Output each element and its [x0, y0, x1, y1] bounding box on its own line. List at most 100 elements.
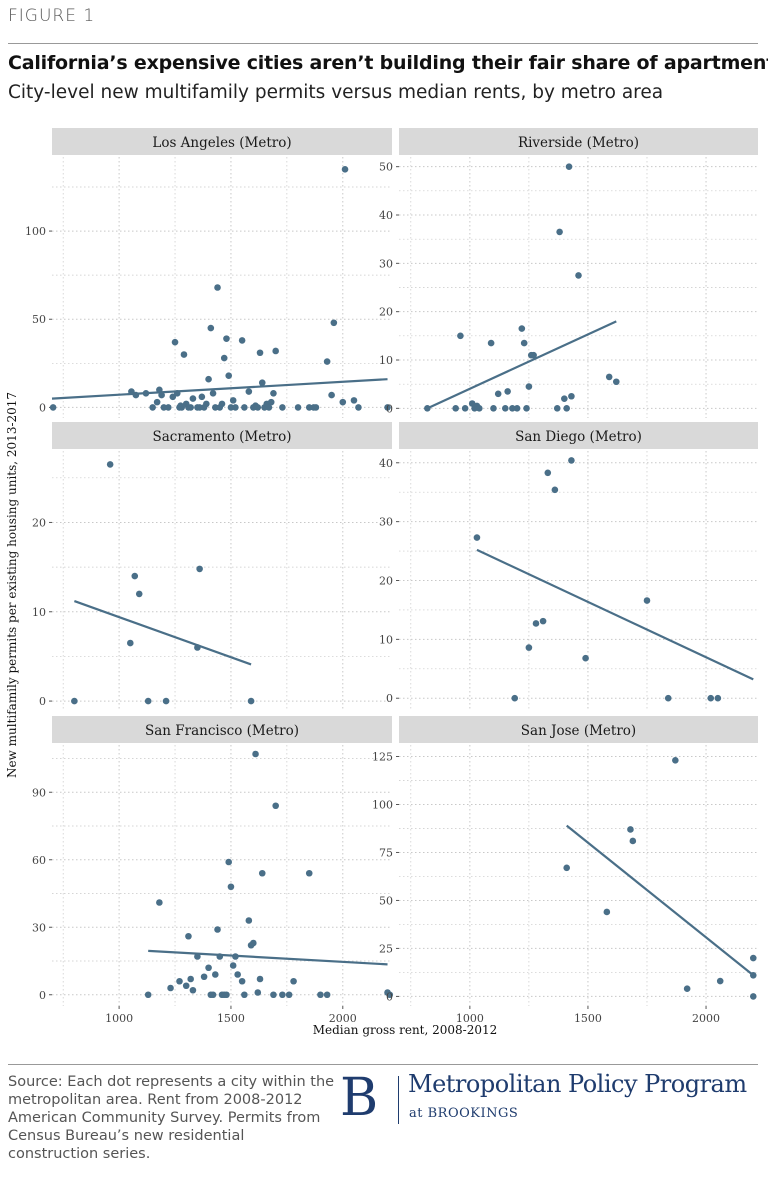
brand-name: Metropolitan Policy Program	[408, 1070, 747, 1098]
data-point	[716, 977, 724, 985]
data-point	[551, 486, 559, 494]
data-point	[683, 985, 691, 993]
y-tick-label: 20	[32, 516, 46, 529]
data-point	[227, 883, 235, 891]
x-tick-label: 1000	[456, 1012, 484, 1025]
data-point	[198, 393, 206, 401]
y-tick-label: 0	[386, 990, 393, 1003]
footer-rule	[8, 1064, 758, 1065]
panel-title-san-diego-metro: San Diego (Metro)	[515, 429, 642, 445]
data-point	[241, 991, 248, 999]
data-point	[187, 975, 194, 983]
data-point	[513, 405, 521, 412]
data-point	[424, 405, 431, 412]
y-tick-label: 10	[32, 606, 46, 619]
data-point	[131, 572, 139, 580]
data-point	[258, 869, 266, 877]
data-point	[525, 644, 533, 651]
trend-line-san-jose-metro	[566, 824, 754, 977]
panel-title-riverside-metro: Riverside (Metro)	[518, 135, 639, 151]
data-point	[176, 977, 183, 985]
data-point	[178, 404, 186, 411]
data-point	[223, 335, 230, 342]
data-point	[250, 939, 257, 947]
data-point	[568, 457, 575, 464]
trend-line-los-angeles-metro	[51, 378, 388, 400]
data-point	[205, 964, 212, 972]
data-point	[511, 694, 519, 702]
data-point	[203, 400, 210, 408]
data-point	[627, 826, 634, 833]
data-point	[158, 391, 165, 399]
panel-strip-san-francisco-metro	[52, 716, 392, 743]
data-point	[241, 404, 248, 411]
top-rule	[8, 43, 758, 44]
data-point	[265, 404, 273, 411]
x-tick-label: 1000	[105, 1012, 133, 1025]
data-point	[196, 565, 203, 573]
data-point	[643, 597, 651, 604]
y-tick-label: 0	[39, 401, 46, 414]
data-point	[384, 404, 391, 411]
data-point	[294, 404, 302, 411]
data-point	[749, 971, 757, 979]
chart-subtitle: City-level new multifamily permits versu…	[8, 82, 664, 103]
data-point	[544, 469, 552, 477]
data-point	[575, 272, 582, 279]
data-point	[247, 697, 255, 705]
data-point	[238, 337, 246, 344]
trend-line-san-francisco-metro	[148, 949, 388, 966]
data-point	[180, 351, 188, 358]
data-point	[254, 404, 262, 411]
data-point	[749, 993, 757, 1000]
data-point	[494, 390, 502, 398]
data-point	[539, 617, 547, 625]
y-tick-label: 60	[32, 854, 46, 867]
data-point	[317, 991, 324, 999]
data-point	[605, 373, 613, 381]
x-tick-label: 2000	[692, 1012, 720, 1025]
data-point	[565, 163, 573, 170]
data-point	[156, 899, 163, 906]
panel-title-los-angeles-metro: Los Angeles (Metro)	[152, 135, 291, 151]
y-tick-label: 10	[379, 354, 393, 367]
y-tick-label: 20	[379, 306, 393, 319]
data-point	[312, 404, 320, 411]
data-point	[200, 973, 208, 981]
panel-strip-los-angeles-metro	[52, 128, 392, 155]
data-point	[707, 694, 715, 702]
data-point	[323, 358, 331, 365]
y-tick-label: 50	[379, 161, 393, 174]
data-point	[207, 324, 215, 332]
data-point	[167, 984, 174, 992]
data-point	[144, 697, 152, 705]
source-note: Source: Each dot represents a city withi…	[8, 1074, 335, 1162]
data-point	[305, 869, 313, 877]
panel-strip-sacramento-metro	[52, 422, 392, 449]
data-point	[149, 404, 156, 411]
data-point	[504, 388, 511, 395]
panel-strip-san-jose-metro	[399, 716, 758, 743]
y-tick-label: 0	[39, 695, 46, 708]
data-point	[530, 351, 537, 359]
data-point	[490, 405, 497, 412]
x-tick-label: 2000	[329, 1012, 357, 1025]
data-point	[256, 349, 264, 357]
data-point	[272, 347, 279, 355]
data-point	[457, 332, 464, 340]
data-point	[672, 757, 679, 764]
data-point	[629, 837, 637, 845]
data-point	[71, 697, 78, 705]
data-point	[603, 908, 611, 916]
chart-title: California’s expensive cities aren’t bui…	[8, 52, 768, 74]
data-point	[225, 858, 233, 866]
data-point	[156, 386, 163, 394]
data-point	[714, 694, 722, 702]
data-point	[563, 864, 570, 872]
data-point	[144, 991, 152, 999]
brand-subtitle: at BROOKINGS	[409, 1106, 519, 1121]
data-point	[355, 404, 362, 411]
data-point	[165, 404, 172, 411]
figure-label: FIGURE 1	[8, 6, 96, 26]
data-point	[169, 393, 177, 401]
